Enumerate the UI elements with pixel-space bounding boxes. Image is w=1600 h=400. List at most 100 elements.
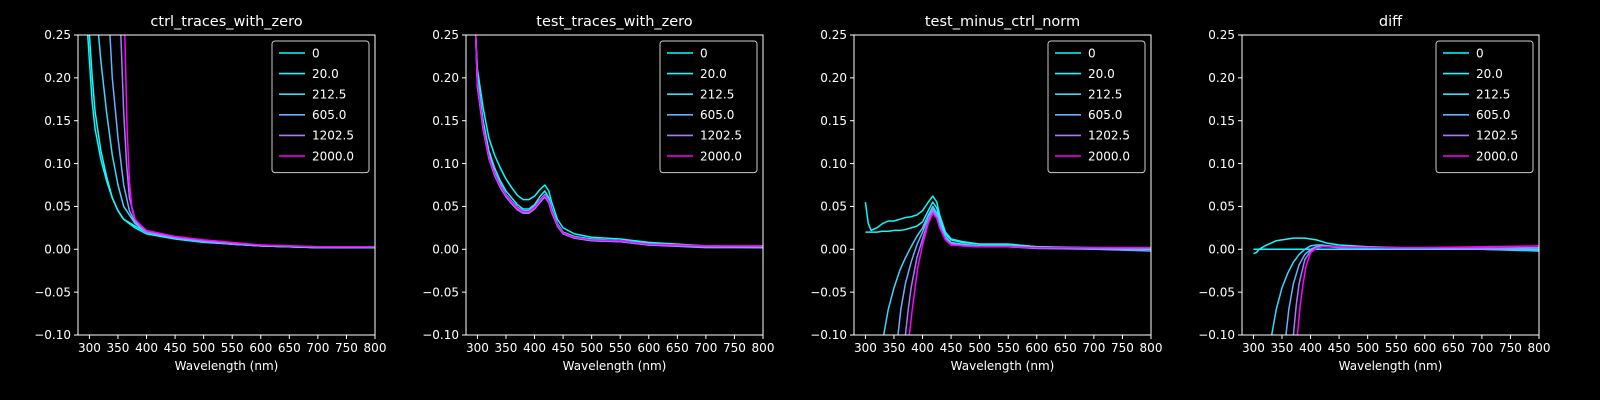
series-line-2000.0 xyxy=(908,212,1151,335)
x-tick-label: 800 xyxy=(1528,341,1551,355)
legend: 0 20.0 212.5 605.0 1202.5 2000.0 xyxy=(1435,40,1534,174)
x-tick-label: 400 xyxy=(1299,341,1322,355)
legend-entry-label: 2000.0 xyxy=(1476,149,1518,163)
x-tick-label: 300 xyxy=(854,341,877,355)
x-axis-label: Wavelength (nm) xyxy=(563,359,667,373)
x-tick-label: 650 xyxy=(1442,341,1465,355)
y-tick-label: 0.05 xyxy=(44,200,71,214)
legend-entry-label: 0 xyxy=(700,46,708,60)
y-tick-label: 0.00 xyxy=(44,242,71,256)
y-tick-label: −0.10 xyxy=(422,328,459,342)
legend-entry-label: 0 xyxy=(312,46,320,60)
y-tick-label: 0.00 xyxy=(1208,242,1235,256)
x-tick-label: 300 xyxy=(1242,341,1265,355)
x-tick-label: 350 xyxy=(107,341,130,355)
chart-panel: 300 350 400 450 500 550 600 650 700 750 800 −0.10 −0… xyxy=(422,14,774,373)
legend-entry-label: 212.5 xyxy=(312,88,346,102)
y-tick-label: 0.00 xyxy=(432,242,459,256)
x-tick-label: 750 xyxy=(335,341,358,355)
x-tick-label: 400 xyxy=(135,341,158,355)
series-line-2000.0 xyxy=(1296,245,1539,335)
chart-title: test_minus_ctrl_norm xyxy=(925,14,1080,30)
x-tick-label: 650 xyxy=(1054,341,1077,355)
y-tick-label: 0.25 xyxy=(44,28,71,42)
x-tick-label: 400 xyxy=(911,341,934,355)
y-tick-label: 0.15 xyxy=(820,114,847,128)
x-tick-label: 700 xyxy=(306,341,329,355)
x-tick-label: 300 xyxy=(466,341,489,355)
y-tick-label: −0.10 xyxy=(34,328,71,342)
y-tick-label: 0.15 xyxy=(432,114,459,128)
y-tick-label: 0.25 xyxy=(1208,28,1235,42)
y-tick-label: 0.10 xyxy=(432,157,459,171)
legend-entry-label: 1202.5 xyxy=(1476,129,1518,143)
legend-entry-label: 2000.0 xyxy=(312,149,354,163)
y-tick-label: −0.05 xyxy=(1198,285,1235,299)
x-tick-label: 700 xyxy=(694,341,717,355)
x-tick-label: 600 xyxy=(1025,341,1048,355)
legend-entry-label: 212.5 xyxy=(700,88,734,102)
legend-entry-label: 0 xyxy=(1476,46,1484,60)
series-line-2000.0 xyxy=(124,35,375,248)
x-tick-label: 350 xyxy=(1271,341,1294,355)
y-tick-label: 0.20 xyxy=(820,71,847,85)
y-tick-label: 0.05 xyxy=(1208,200,1235,214)
axes-frame xyxy=(465,34,764,336)
series-line-2000.0 xyxy=(474,35,763,247)
legend-entry-label: 605.0 xyxy=(700,108,734,122)
x-tick-label: 300 xyxy=(78,341,101,355)
series-group xyxy=(864,195,1151,335)
x-axis-label: Wavelength (nm) xyxy=(1339,359,1443,373)
axes-frame xyxy=(77,34,376,336)
x-tick-label: 500 xyxy=(192,341,215,355)
series-group xyxy=(474,35,763,249)
x-tick-label: 650 xyxy=(666,341,689,355)
series-line-20.0 xyxy=(865,201,1151,251)
x-tick-label: 550 xyxy=(997,341,1020,355)
chart-title: ctrl_traces_with_zero xyxy=(150,14,302,30)
series-group xyxy=(1253,237,1539,335)
x-tick-label: 750 xyxy=(1111,341,1134,355)
legend-entry-label: 20.0 xyxy=(312,67,339,81)
x-tick-label: 800 xyxy=(752,341,775,355)
x-tick-label: 450 xyxy=(940,341,963,355)
y-tick-label: 0.10 xyxy=(820,157,847,171)
y-tick-label: 0.15 xyxy=(1208,114,1235,128)
x-tick-label: 550 xyxy=(221,341,244,355)
legend-entry-label: 20.0 xyxy=(700,67,727,81)
x-tick-label: 700 xyxy=(1082,341,1105,355)
y-tick-label: −0.10 xyxy=(1198,328,1235,342)
legend: 0 20.0 212.5 605.0 1202.5 2000.0 xyxy=(1047,40,1146,174)
x-tick-label: 750 xyxy=(723,341,746,355)
series-line-0 xyxy=(474,35,763,248)
x-tick-label: 700 xyxy=(1470,341,1493,355)
x-tick-label: 800 xyxy=(1140,341,1163,355)
legend-entry-label: 20.0 xyxy=(1476,67,1503,81)
y-tick-label: −0.05 xyxy=(422,285,459,299)
axes-frame xyxy=(853,34,1152,336)
x-tick-label: 600 xyxy=(249,341,272,355)
legend-entry-label: 2000.0 xyxy=(700,149,742,163)
y-tick-label: 0.00 xyxy=(820,242,847,256)
x-tick-label: 800 xyxy=(364,341,387,355)
x-tick-label: 750 xyxy=(1499,341,1522,355)
x-tick-label: 350 xyxy=(883,341,906,355)
x-tick-label: 450 xyxy=(164,341,187,355)
chart-panel: 300 350 400 450 500 550 600 650 700 750 800 −0.10 −0… xyxy=(34,14,386,373)
y-tick-label: 0.10 xyxy=(44,157,71,171)
y-tick-label: 0.10 xyxy=(1208,157,1235,171)
legend: 0 20.0 212.5 605.0 1202.5 2000.0 xyxy=(271,40,370,174)
x-tick-label: 650 xyxy=(278,341,301,355)
x-tick-label: 500 xyxy=(968,341,991,355)
y-tick-label: 0.20 xyxy=(1208,71,1235,85)
x-axis-label: Wavelength (nm) xyxy=(175,359,279,373)
legend: 0 20.0 212.5 605.0 1202.5 2000.0 xyxy=(659,40,758,174)
y-tick-label: 0.20 xyxy=(432,71,459,85)
y-tick-label: −0.05 xyxy=(34,285,71,299)
legend-entry-label: 212.5 xyxy=(1088,88,1122,102)
x-tick-label: 450 xyxy=(552,341,575,355)
x-tick-label: 400 xyxy=(523,341,546,355)
x-axis-label: Wavelength (nm) xyxy=(951,359,1055,373)
y-tick-label: 0.15 xyxy=(44,114,71,128)
